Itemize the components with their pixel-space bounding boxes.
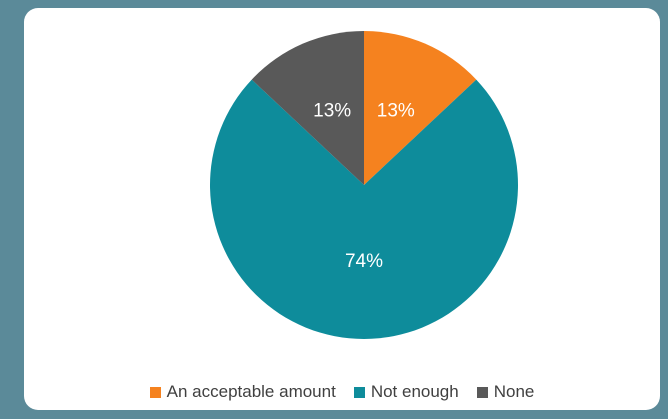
pie-slice-none (251, 31, 364, 185)
pie-label-none: 13% (313, 101, 351, 122)
legend-item-not-enough: Not enough (353, 382, 459, 402)
legend-swatch-none (476, 386, 488, 398)
pie-chart: 13% 74% 13% (210, 31, 518, 339)
legend-label-acceptable: An acceptable amount (166, 382, 336, 401)
legend-swatch-not-enough (353, 386, 365, 398)
legend-label-none: None (493, 382, 535, 401)
legend-item-none: None (476, 382, 535, 402)
legend-label-not-enough: Not enough (370, 382, 459, 401)
legend-item-acceptable: An acceptable amount (149, 382, 336, 402)
pie-slice-acceptable (364, 31, 477, 185)
legend-swatch-acceptable (149, 386, 161, 398)
chart-card: 13% 74% 13% An acceptable amount Not enoug… (24, 8, 660, 410)
chart-legend: An acceptable amount Not enough None (24, 382, 660, 402)
pie-label-acceptable: 13% (377, 101, 415, 122)
pie-label-not-enough: 74% (345, 251, 383, 272)
pie-slice-not-enough (210, 79, 518, 339)
